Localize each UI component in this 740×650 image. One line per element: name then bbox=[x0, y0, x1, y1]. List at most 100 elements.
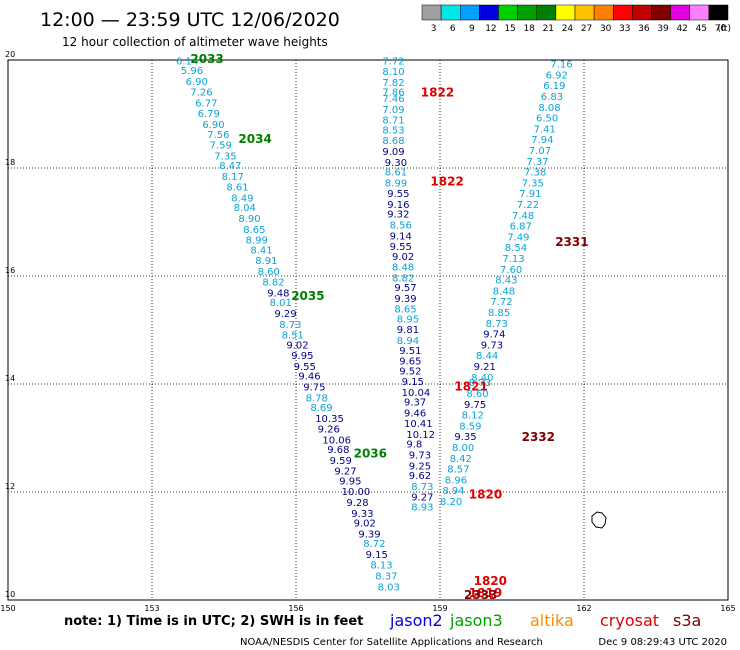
track-jason3: 6.145.966.907.266.776.796.907.567.597.35… bbox=[176, 52, 400, 593]
wave-height-value: 10.04 bbox=[402, 388, 431, 399]
wave-height-value: 9.14 bbox=[390, 231, 412, 242]
wave-height-value: 8.43 bbox=[495, 276, 517, 287]
wave-height-value: 8.68 bbox=[382, 136, 404, 147]
wave-height-value: 8.53 bbox=[382, 125, 404, 136]
wave-height-color-legend: 3 6 9 12 15 18 21 24 27 30 33 36 39 42 45 70 bbox=[421, 4, 729, 34]
wave-height-value: 8.73 bbox=[469, 378, 491, 389]
wave-height-value: 8.04 bbox=[234, 203, 256, 214]
wave-height-value: 6.19 bbox=[543, 81, 565, 92]
wave-height-value: 8.56 bbox=[390, 220, 412, 231]
island-outline bbox=[591, 511, 607, 529]
latitude-tick-label: 16 bbox=[5, 266, 15, 275]
wave-height-value: 7.26 bbox=[190, 88, 212, 99]
wave-height-value: 8.73 bbox=[279, 320, 301, 331]
wave-height-value: 9.95 bbox=[339, 476, 361, 487]
pass-time-label: 2333 bbox=[464, 588, 497, 602]
wave-height-value: 9.15 bbox=[402, 377, 424, 388]
legend-swatch bbox=[555, 4, 576, 21]
wave-height-value: 7.35 bbox=[522, 178, 544, 189]
wave-height-value: 9.02 bbox=[286, 340, 308, 351]
wave-height-value: 8.49 bbox=[231, 193, 253, 204]
wave-height-value: 7.16 bbox=[550, 60, 572, 71]
wave-height-value: 7.46 bbox=[382, 94, 404, 105]
latitude-tick-label: 20 bbox=[5, 50, 15, 59]
wave-height-value: 8.90 bbox=[238, 214, 260, 225]
wave-height-value: 8.82 bbox=[392, 273, 414, 284]
wave-height-value: 9.65 bbox=[399, 357, 421, 368]
wave-height-value: 7.37 bbox=[526, 157, 548, 168]
wave-height-value: 9.46 bbox=[298, 372, 320, 383]
legend-label: 12 bbox=[485, 24, 496, 34]
wave-height-value: 6.90 bbox=[186, 77, 208, 88]
wave-height-value: 7.86 bbox=[382, 88, 404, 99]
wave-height-value: 7.60 bbox=[500, 265, 522, 276]
satellite-label-s3a: s3a bbox=[673, 611, 701, 630]
lat-lon-grid bbox=[8, 60, 728, 600]
footer-credit: NOAA/NESDIS Center for Satellite Applica… bbox=[240, 637, 543, 648]
legend-unit: (ft) bbox=[717, 24, 731, 34]
legend-label: 42 bbox=[676, 24, 687, 34]
pass-time-label: 1821 bbox=[454, 379, 487, 393]
wave-height-value: 9.33 bbox=[351, 509, 373, 520]
legend-swatch bbox=[421, 4, 442, 21]
legend-label: 27 bbox=[581, 24, 592, 34]
wave-height-value: 7.49 bbox=[507, 232, 529, 243]
legend-swatch bbox=[460, 4, 480, 21]
wave-height-value: 9.62 bbox=[409, 471, 431, 482]
legend-swatch bbox=[479, 4, 499, 21]
satellite-label-altika: altika bbox=[530, 611, 574, 630]
legend-label: 21 bbox=[543, 24, 554, 34]
legend-swatch bbox=[670, 4, 690, 21]
pass-time-label: 1820 bbox=[469, 487, 502, 501]
wave-height-value: 9.28 bbox=[346, 498, 368, 509]
wave-height-value: 8.01 bbox=[270, 298, 292, 309]
wave-height-value: 6.92 bbox=[546, 70, 568, 81]
wave-height-value: 9.75 bbox=[464, 400, 486, 411]
wave-height-value: 9.02 bbox=[354, 519, 376, 530]
wave-height-value: 9.35 bbox=[454, 432, 476, 443]
wave-height-value: 7.56 bbox=[207, 130, 229, 141]
wave-height-value: 8.99 bbox=[246, 236, 268, 247]
wave-height-value: 8.95 bbox=[397, 314, 419, 325]
wave-height-value: 6.79 bbox=[198, 109, 220, 120]
wave-height-value: 8.69 bbox=[310, 403, 332, 414]
legend-swatch bbox=[498, 4, 518, 21]
wave-height-value: 6.83 bbox=[541, 92, 563, 103]
pass-time-label: 1822 bbox=[430, 174, 463, 188]
wave-height-value: 10.06 bbox=[322, 435, 351, 446]
legend-label: 36 bbox=[638, 24, 650, 34]
wave-height-value: 9.8 bbox=[406, 440, 422, 451]
wave-height-value: 8.12 bbox=[462, 411, 484, 422]
axis-tick-labels: 150 153 156 159 162 165 20 18 16 14 12 10 bbox=[0, 50, 735, 613]
wave-height-value: 9.51 bbox=[399, 346, 421, 357]
wave-height-value: 8.40 bbox=[471, 373, 493, 384]
wave-height-value: 8.61 bbox=[226, 183, 248, 194]
wave-height-value: 7.91 bbox=[519, 189, 541, 200]
legend-label: 15 bbox=[504, 24, 515, 34]
legend-swatch bbox=[517, 4, 537, 21]
wave-height-value: 8.65 bbox=[243, 225, 265, 236]
wave-height-value: 9.81 bbox=[397, 325, 419, 336]
legend-swatch bbox=[651, 4, 671, 21]
wave-height-value: 8.71 bbox=[382, 116, 404, 127]
wave-height-value: 8.41 bbox=[250, 245, 272, 256]
satellite-label-jason3: jason3 bbox=[449, 611, 503, 630]
wave-height-value: 8.99 bbox=[385, 178, 407, 189]
wave-height-value: 9.55 bbox=[390, 242, 412, 253]
pass-time-label: 1819 bbox=[469, 586, 502, 600]
legend-swatch bbox=[536, 4, 557, 21]
wave-height-value: 8.65 bbox=[394, 305, 416, 316]
wave-height-value: 8.61 bbox=[385, 168, 407, 179]
wave-height-value: 8.03 bbox=[378, 582, 400, 593]
wave-height-value: 8.48 bbox=[392, 263, 414, 274]
wave-height-value: 8.78 bbox=[306, 393, 328, 404]
wave-height-value: 7.09 bbox=[382, 105, 404, 116]
map-subtitle: 12 hour collection of altimeter wave hei… bbox=[62, 35, 328, 49]
wave-height-value: 9.25 bbox=[409, 461, 431, 472]
wave-height-value: 9.52 bbox=[399, 366, 421, 377]
pass-time-label: 2033 bbox=[190, 52, 223, 66]
satellite-label-cryosat: cryosat bbox=[600, 611, 659, 630]
wave-height-value: 9.16 bbox=[387, 200, 409, 211]
wave-height-value: 9.59 bbox=[330, 456, 352, 467]
